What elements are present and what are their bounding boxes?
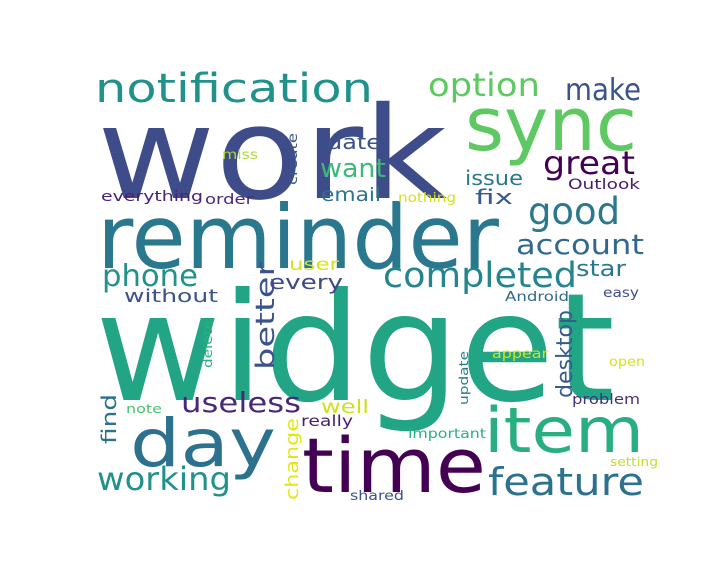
word-working: working <box>97 460 231 498</box>
word-everything: everything <box>101 189 203 205</box>
word-make: make <box>565 73 641 108</box>
word-user: user <box>289 255 339 275</box>
word-every: every <box>269 270 343 294</box>
word-reminder: reminder <box>97 186 500 289</box>
word-sync: sync <box>465 82 637 168</box>
word-issue: issue <box>465 166 523 190</box>
word-desktop: desktop <box>553 310 578 398</box>
word-date: date <box>327 130 381 154</box>
word-android: Android <box>505 290 569 305</box>
word-completed: completed <box>383 256 577 296</box>
word-setting: setting <box>610 455 658 469</box>
word-appear: appear <box>492 347 549 362</box>
word-create: create <box>286 133 301 185</box>
word-delete: delete <box>201 320 215 368</box>
word-better: better <box>251 262 281 370</box>
word-feature: feature <box>488 460 644 504</box>
word-email: email <box>321 184 381 206</box>
word-great: great <box>543 144 635 182</box>
word-easy: easy <box>603 286 639 301</box>
word-miss: miss <box>222 148 258 163</box>
word-star: star <box>576 257 627 282</box>
word-work: work <box>97 80 447 229</box>
word-order: order <box>205 192 253 208</box>
word-update: update <box>457 351 471 405</box>
word-open: open <box>609 355 645 370</box>
word-without: without <box>124 286 218 307</box>
word-item: item <box>484 394 644 467</box>
word-want: want <box>320 154 386 184</box>
word-phone: phone <box>102 259 198 294</box>
word-fix: fix <box>475 185 513 209</box>
word-problem: problem <box>572 392 640 408</box>
word-find: find <box>97 394 121 444</box>
word-widget: widget <box>95 262 615 436</box>
word-account: account <box>516 228 644 261</box>
word-useless: useless <box>181 386 301 419</box>
word-good: good <box>528 190 620 233</box>
word-option: option <box>428 66 540 104</box>
word-change: change <box>282 418 303 500</box>
word-well: well <box>321 396 369 418</box>
word-shared: shared <box>350 489 404 504</box>
word-really: really <box>301 412 353 430</box>
word-important: important <box>408 427 486 442</box>
word-time: time <box>302 421 486 510</box>
word-note: note <box>126 402 162 416</box>
word-outlook: Outlook <box>568 177 641 193</box>
word-notification: notification <box>95 66 373 112</box>
word-day: day <box>130 405 276 482</box>
word-nothing: nothing <box>398 191 456 206</box>
